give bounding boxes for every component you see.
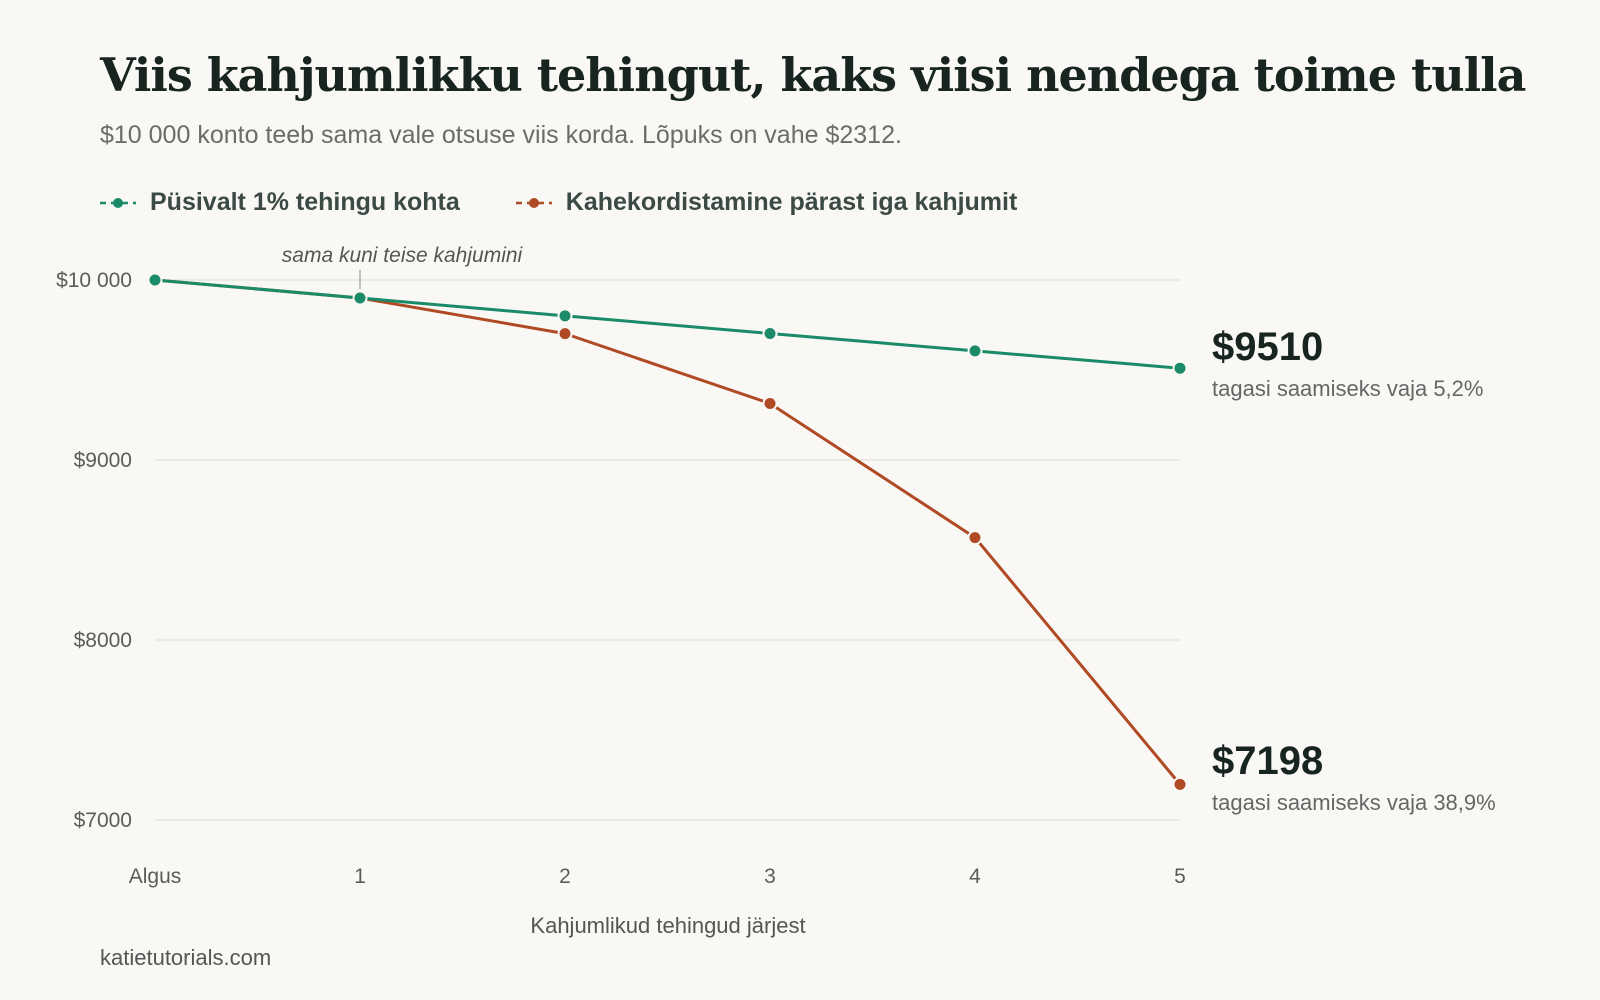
x-tick-label: 3 <box>764 865 776 888</box>
x-tick-label: 5 <box>1174 865 1186 888</box>
y-tick-label: $10 000 <box>56 269 132 292</box>
legend-label-steady: Püsivalt 1% tehingu kohta <box>150 188 460 216</box>
legend-item-doubling: Kahekordistamine pärast iga kahjumit <box>515 188 1018 217</box>
source-credit: katietutorials.com <box>100 945 272 970</box>
x-tick-label: Algus <box>129 865 182 888</box>
data-point-steady <box>352 290 368 306</box>
y-tick-label: $7000 <box>74 809 132 832</box>
x-axis-title: Kahjumlikud tehingud järjest <box>530 913 805 938</box>
end-note-doubling: tagasi saamiseks vaja 38,9% <box>1212 790 1496 815</box>
data-point-steady <box>147 272 163 288</box>
legend-label-doubling: Kahekordistamine pärast iga kahjumit <box>565 188 1018 216</box>
data-point-steady <box>762 325 778 341</box>
series-steady <box>147 272 1188 376</box>
data-point-doubling <box>762 395 778 411</box>
annotation: sama kuni teise kahjumini <box>282 244 524 289</box>
end-labels: $9510 tagasi saamiseks vaja 5,2% $7198 t… <box>1212 325 1496 815</box>
legend-swatch-steady <box>100 197 136 208</box>
series-line-steady <box>154 278 1181 370</box>
data-point-steady <box>557 308 573 324</box>
x-tick-label: 2 <box>559 865 571 888</box>
y-tick-label: $9000 <box>74 449 132 472</box>
data-point-doubling <box>967 530 983 546</box>
grid-lines <box>155 279 1180 821</box>
data-point-doubling <box>1172 776 1188 792</box>
legend-swatch-doubling <box>515 197 552 208</box>
data-point-steady <box>1172 360 1188 376</box>
series-lines <box>147 272 1188 792</box>
chart-title: Viis kahjumlikku tehingut, kaks viisi ne… <box>100 48 1526 102</box>
end-note-steady: tagasi saamiseks vaja 5,2% <box>1212 376 1483 401</box>
legend: Püsivalt 1% tehingu kohta Kahekordistami… <box>100 188 1073 217</box>
data-point-doubling <box>557 326 573 342</box>
data-point-steady <box>967 343 983 359</box>
series-doubling <box>147 272 1188 792</box>
end-value-doubling: $7198 <box>1212 739 1323 783</box>
y-tick-label: $8000 <box>74 629 132 652</box>
end-value-steady: $9510 <box>1212 325 1323 369</box>
x-axis-ticks: Algus 1 2 3 4 5 <box>129 865 1186 888</box>
annotation-text: sama kuni teise kahjumini <box>282 244 524 267</box>
x-tick-label: 1 <box>354 865 366 888</box>
chart-subtitle: $10 000 konto teeb sama vale otsuse viis… <box>100 121 902 149</box>
y-axis-ticks: $10 000 $9000 $8000 $7000 <box>56 269 132 832</box>
legend-item-steady: Püsivalt 1% tehingu kohta <box>100 188 460 217</box>
x-tick-label: 4 <box>969 865 981 888</box>
